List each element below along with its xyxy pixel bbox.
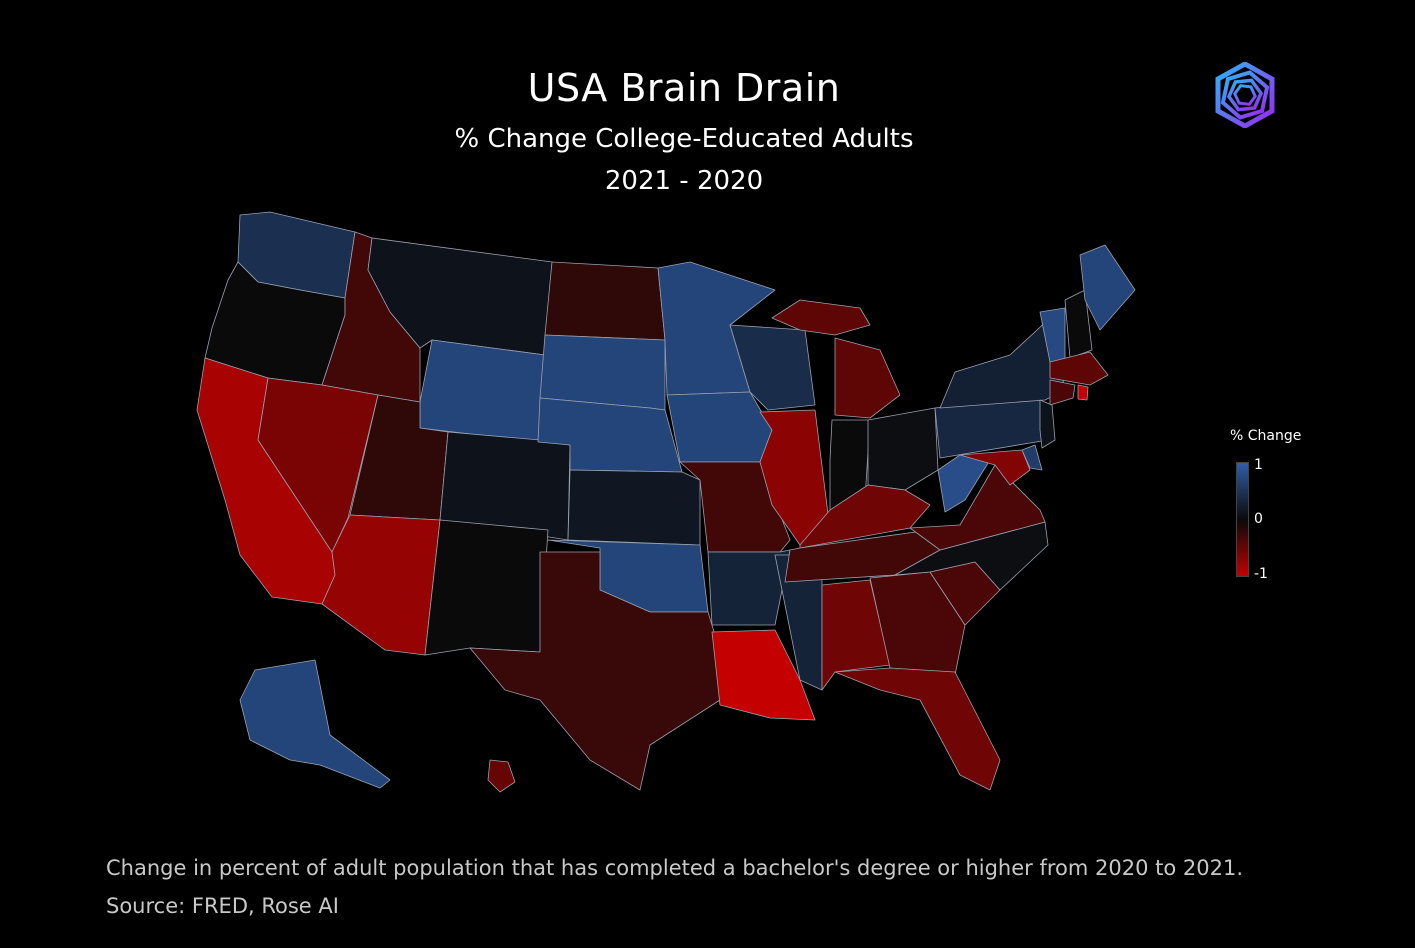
state-oh	[867, 407, 939, 491]
state-nh	[1064, 289, 1093, 359]
state-ct	[1049, 379, 1076, 406]
state-wi	[729, 324, 816, 411]
state-mi	[834, 337, 901, 419]
state-sd	[539, 334, 666, 411]
state-ri	[1077, 384, 1089, 401]
state-nv	[257, 377, 379, 553]
legend-title: % Change	[1230, 428, 1302, 444]
state-hi	[487, 759, 516, 793]
state-fl	[834, 667, 1001, 791]
state-ks	[567, 469, 701, 546]
legend-max-label: 1	[1254, 457, 1263, 473]
state-al	[821, 579, 891, 691]
state-wv	[937, 454, 991, 513]
state-ky	[799, 484, 931, 549]
state-mi	[771, 299, 871, 336]
hexagon-spiral-logo-icon	[1215, 62, 1275, 128]
state-tx	[469, 551, 721, 791]
state-md	[959, 449, 1031, 486]
state-ak	[239, 659, 391, 789]
state-la	[711, 629, 816, 721]
legend-mid-label: 0	[1254, 511, 1263, 527]
state-wy	[419, 339, 546, 443]
state-il	[759, 409, 831, 546]
state-nd	[544, 261, 666, 341]
state-ia	[666, 391, 773, 463]
footer-source: Source: FRED, Rose AI	[106, 894, 339, 918]
footer-caption: Change in percent of adult population th…	[106, 856, 1244, 880]
map-subtitle: % Change College-Educated Adults	[454, 124, 914, 154]
state-de	[1021, 444, 1043, 471]
state-ma	[1049, 351, 1109, 386]
state-nm	[424, 519, 549, 656]
legend-colorbar	[1236, 462, 1249, 577]
state-va	[909, 464, 1046, 551]
map-period: 2021 - 2020	[604, 166, 764, 196]
state-az	[321, 514, 441, 656]
state-nj	[1039, 399, 1056, 449]
state-me	[1079, 244, 1136, 331]
legend-min-label: -1	[1254, 566, 1268, 582]
map-title: USA Brain Drain	[527, 66, 841, 110]
